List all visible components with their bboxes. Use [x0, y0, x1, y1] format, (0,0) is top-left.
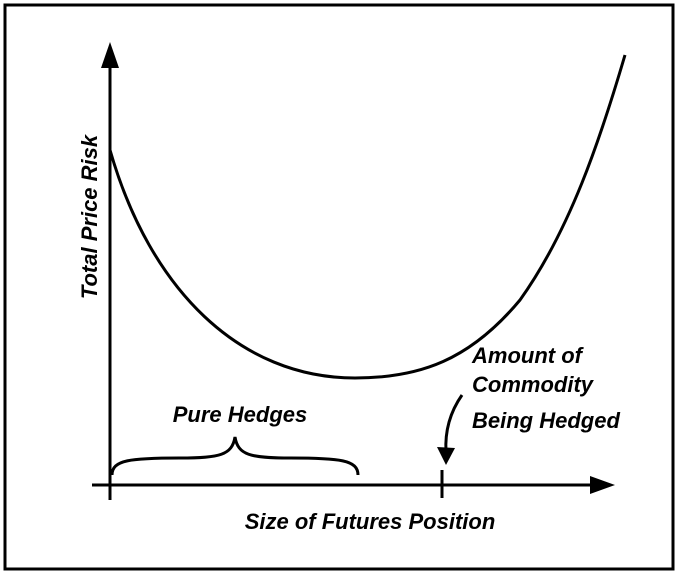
amount-line: Being Hedged — [472, 408, 620, 433]
frame — [3, 3, 675, 571]
pure-hedges-label: Pure Hedges — [173, 402, 308, 427]
y-arrow — [101, 42, 119, 68]
risk-curve — [108, 54, 627, 380]
y-axis-label: Total Price Risk — [77, 133, 102, 299]
x-axis-label: Size of Futures Position — [245, 509, 496, 534]
amount-line: Amount of — [471, 343, 585, 368]
amount-line: Commodity — [472, 372, 595, 397]
pointer-head — [437, 447, 455, 465]
x-arrow — [590, 476, 615, 494]
brace — [110, 436, 360, 476]
